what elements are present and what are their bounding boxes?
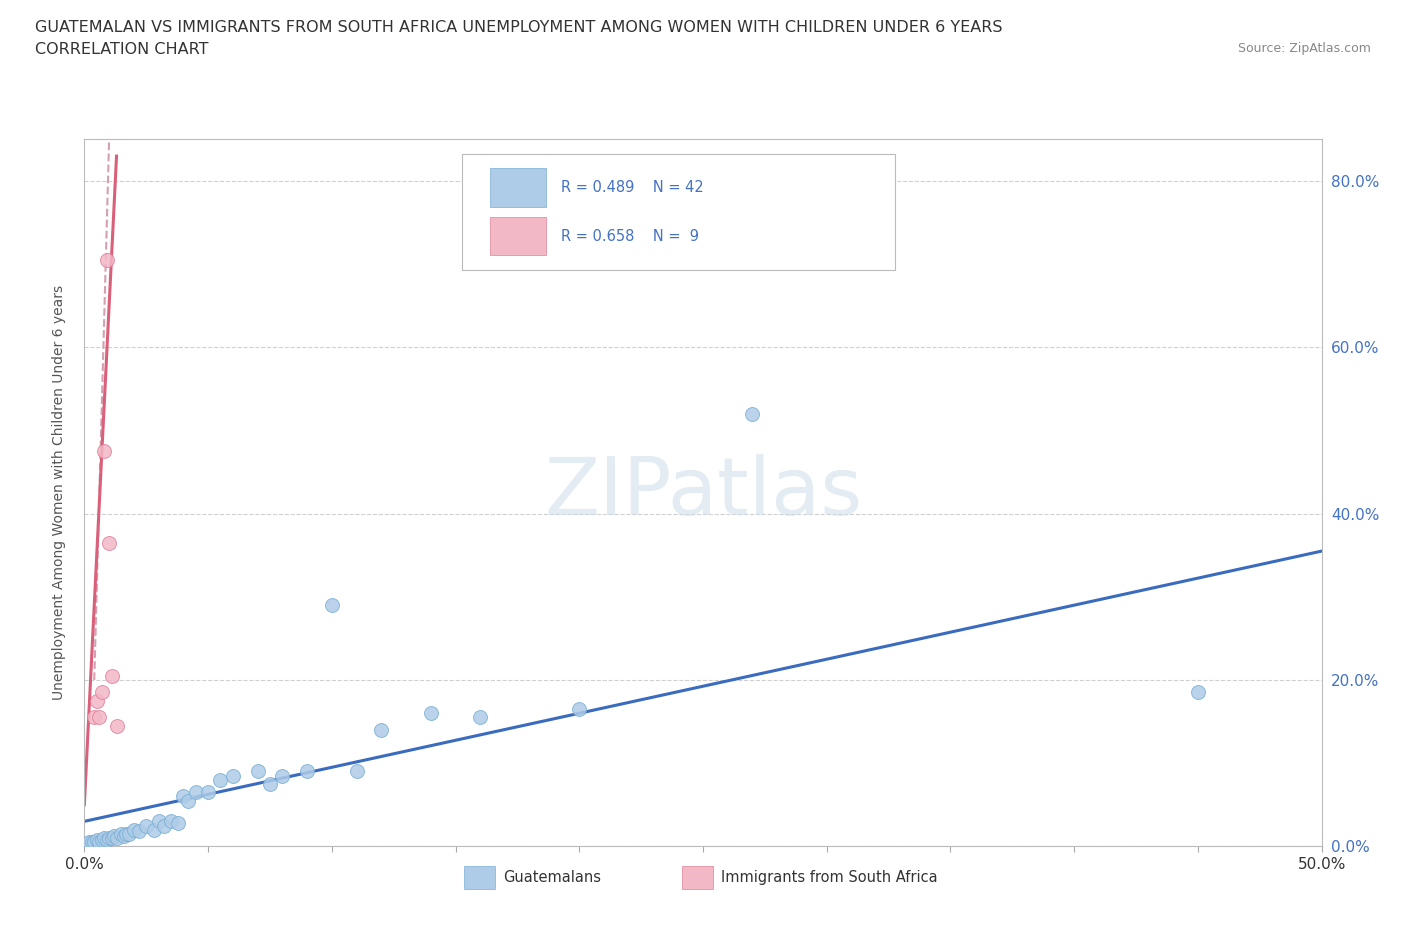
Point [177, 793, 200, 808]
Point [115, 827, 138, 842]
Bar [491, 217, 546, 256]
Point [222, 768, 245, 783]
Point [295, 764, 318, 779]
Point [83, 710, 105, 724]
Point [86, 832, 108, 847]
Point [96, 253, 118, 268]
Text: R = 0.489    N = 42: R = 0.489 N = 42 [561, 180, 703, 195]
Point [79, 835, 101, 850]
Point [83, 835, 105, 850]
Point [96, 832, 118, 847]
Point [184, 785, 207, 800]
Point [90, 832, 112, 847]
Point [135, 818, 157, 833]
Point [148, 814, 170, 829]
Point [100, 830, 122, 845]
Point [568, 701, 591, 716]
Point [122, 822, 145, 837]
Text: GUATEMALAN VS IMMIGRANTS FROM SOUTH AFRICA UNEMPLOYMENT AMONG WOMEN WITH CHILDRE: GUATEMALAN VS IMMIGRANTS FROM SOUTH AFRI… [35, 20, 1002, 35]
Point [93, 444, 115, 458]
Text: Guatemalans: Guatemalans [503, 870, 602, 885]
Bar [682, 866, 713, 889]
Point [93, 830, 115, 845]
Point [80, 835, 103, 850]
Bar [464, 866, 495, 889]
Text: CORRELATION CHART: CORRELATION CHART [35, 42, 208, 57]
Point [160, 814, 183, 829]
Text: Immigrants from South Africa: Immigrants from South Africa [721, 870, 938, 885]
Point [89, 835, 111, 850]
Point [246, 764, 269, 779]
Point [112, 829, 135, 844]
Point [321, 598, 343, 613]
Point [167, 816, 190, 830]
Point [105, 718, 128, 733]
Point [98, 830, 121, 845]
Point [86, 694, 108, 709]
Point [370, 723, 392, 737]
Point [100, 669, 122, 684]
Point [89, 710, 111, 724]
Point [741, 406, 763, 421]
Point [142, 822, 165, 837]
Point [271, 768, 294, 783]
Point [105, 830, 128, 845]
Text: Source: ZipAtlas.com: Source: ZipAtlas.com [1237, 42, 1371, 55]
Y-axis label: Unemployment Among Women with Children Under 6 years: Unemployment Among Women with Children U… [52, 286, 66, 700]
Point [103, 829, 125, 844]
Text: ZIPatlas: ZIPatlas [544, 454, 862, 532]
Point [110, 827, 132, 842]
Bar [491, 168, 546, 207]
Point [128, 824, 150, 839]
Point [172, 789, 194, 804]
Point [118, 827, 141, 842]
Point [209, 772, 232, 787]
Point [470, 710, 492, 724]
Text: R = 0.658    N =  9: R = 0.658 N = 9 [561, 229, 699, 244]
Point [259, 777, 281, 791]
Point [1187, 685, 1209, 700]
FancyBboxPatch shape [461, 153, 894, 271]
Point [419, 706, 441, 721]
Point [197, 785, 219, 800]
Point [346, 764, 368, 779]
Point [98, 536, 121, 551]
Point [90, 685, 112, 700]
Point [152, 818, 174, 833]
